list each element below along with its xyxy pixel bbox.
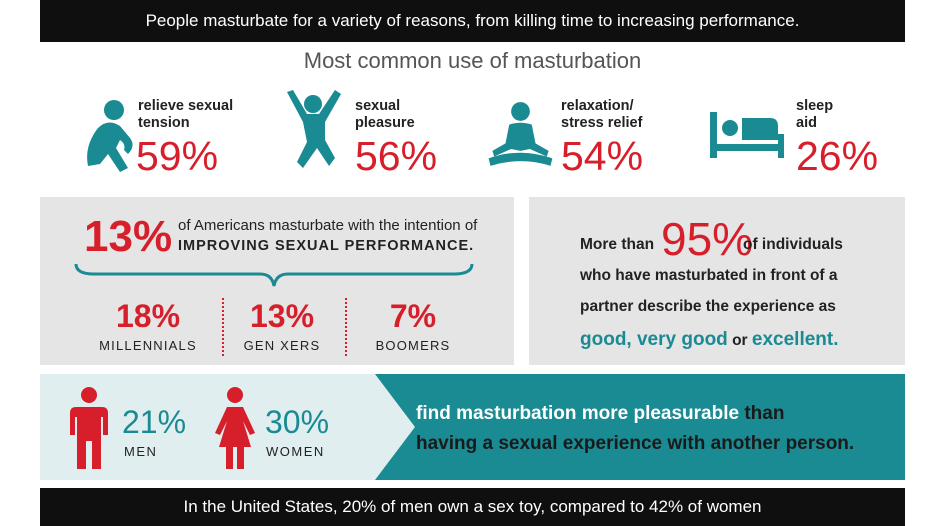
partner-panel (529, 197, 905, 365)
generation-percent: 18% (115, 298, 181, 334)
partner-or: or (732, 332, 748, 349)
dotted-divider (222, 298, 224, 356)
partner-excellent: excellent. (751, 329, 839, 350)
stat-label-line1: relieve sexual (138, 98, 234, 114)
section-heading: Most common use of masturbation (303, 48, 642, 73)
partner-good-phrase: good, very good (580, 329, 728, 350)
gender-label: MEN (124, 444, 158, 459)
sitting-person-icon (87, 100, 133, 172)
partner-percent: 95% (661, 213, 754, 265)
stat-label-line1: sleep (796, 98, 834, 114)
stat-sexual-pleasure: sexual pleasure 56% (283, 88, 453, 188)
stat-relaxation: relaxation/ stress relief 54% (483, 88, 673, 188)
stat-percent: 59% (136, 133, 219, 179)
stat-label-line1: relaxation/ (561, 98, 634, 114)
partner-line2: who have masturbated in front of a (580, 267, 838, 284)
stat-percent: 54% (561, 133, 644, 179)
generation-millennials: 18% MILLENNIALS (78, 298, 218, 353)
pleasure-band (375, 374, 905, 480)
stat-label-line1: sexual (355, 98, 401, 114)
generation-percent: 13% (249, 298, 315, 334)
band-arrow-notch (375, 374, 415, 480)
performance-line2: IMPROVING SEXUAL PERFORMANCE. (178, 238, 475, 254)
partner-line4: good, very good or excellent. (580, 329, 839, 351)
generation-boomers: 7% BOOMERS (343, 298, 483, 353)
stat-label-line2: stress relief (561, 115, 643, 131)
top-banner: People masturbate for a variety of reaso… (40, 0, 905, 42)
generation-label: GEN XERS (243, 338, 321, 353)
stat-relieve-tension: relieve sexual tension 59% (70, 88, 260, 188)
stat-label-line2: tension (138, 115, 190, 131)
man-icon (70, 387, 108, 469)
stat-label-line2: aid (796, 115, 817, 131)
gender-percent: 21% (122, 404, 187, 440)
generation-gen-xers: 13% GEN XERS (212, 298, 352, 353)
partner-line3: partner describe the experience as (580, 298, 836, 315)
pleasure-highlight: find masturbation more pleasurable (416, 403, 740, 424)
generation-label: BOOMERS (375, 338, 451, 353)
gender-label: WOMEN (266, 444, 325, 459)
pleasure-line1: find masturbation more pleasurable than (416, 400, 784, 428)
stat-percent: 26% (796, 133, 879, 179)
woman-icon (215, 387, 255, 469)
curly-brace-icon (74, 263, 474, 287)
dotted-divider (345, 298, 347, 356)
pleasure-line2: having a sexual experience with another … (416, 433, 855, 454)
jumping-person-icon (287, 90, 341, 168)
bottom-banner: In the United States, 20% of men own a s… (40, 488, 905, 526)
bed-icon (710, 112, 784, 158)
performance-line1: of Americans masturbate with the intenti… (178, 217, 478, 234)
partner-prefix: More than (580, 236, 655, 253)
stat-sleep-aid: sleep aid 26% (708, 88, 898, 188)
performance-percent: 13% (84, 212, 173, 261)
infographic-frame: People masturbate for a variety of reaso… (40, 0, 905, 526)
pleasure-than: than (744, 403, 785, 424)
gender-percent: 30% (265, 404, 330, 440)
generation-label: MILLENNIALS (99, 338, 197, 353)
stat-percent: 56% (355, 133, 438, 179)
partner-suffix: of individuals (743, 236, 843, 253)
meditating-person-icon (488, 102, 553, 166)
generation-percent: 7% (389, 298, 437, 334)
stat-label-line2: pleasure (355, 115, 415, 131)
